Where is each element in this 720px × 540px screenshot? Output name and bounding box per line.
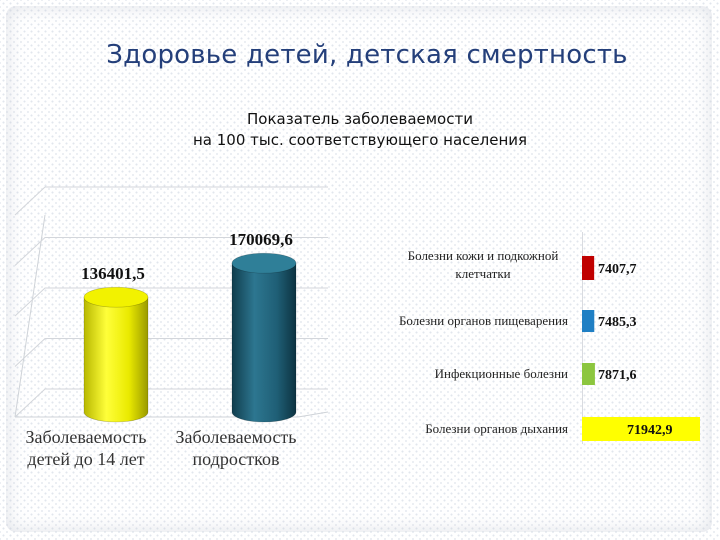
cylinder-body xyxy=(83,296,149,423)
hbar-category-label: Болезни кожи и подкожной xyxy=(408,248,559,263)
value-label: 136401,5 xyxy=(81,264,145,283)
cylinder-body xyxy=(231,262,297,423)
category-label: детей до 14 лет xyxy=(27,449,144,469)
hbar xyxy=(582,310,595,332)
hbar-value-label: 7485,3 xyxy=(598,315,637,330)
hbar-category-label: Болезни органов дыхания xyxy=(425,421,568,436)
category-label: подростков xyxy=(193,449,280,469)
hbar-category-label: Болезни органов пищеварения xyxy=(399,313,568,328)
hbar xyxy=(582,363,595,385)
hbar xyxy=(582,417,700,441)
hbar-category-label: клетчатки xyxy=(455,266,510,281)
disease-bar-chart: 7407,7 Болезни кожи и подкожной клетчатки 7… xyxy=(399,232,700,444)
hbar-value-label: 7871,6 xyxy=(598,368,637,383)
floor-side-edge xyxy=(297,411,329,418)
gridline xyxy=(14,186,328,216)
gridline xyxy=(14,237,328,266)
hbar xyxy=(582,256,595,280)
chart-subtitle-line-1: Показатель заболеваемости xyxy=(247,110,473,128)
side-wall-edge xyxy=(14,214,46,418)
value-label: 170069,6 xyxy=(229,230,293,249)
cylinder-top xyxy=(83,286,149,308)
cylinder-bar xyxy=(231,252,297,423)
hbar-value-label: 71942,9 xyxy=(627,423,673,438)
cylinder-top xyxy=(231,252,297,274)
slide-title: Здоровье детей, детская смертность xyxy=(106,40,628,70)
chart-subtitle-line-2: на 100 тыс. соответствующего населения xyxy=(192,131,528,149)
hbar-category-label: Инфекционные болезни xyxy=(435,366,568,381)
cylinder-bar xyxy=(83,286,149,423)
category-label: Заболеваемость xyxy=(25,427,146,447)
hbar-value-label: 7407,7 xyxy=(598,262,637,277)
category-label: Заболеваемость xyxy=(175,427,296,447)
